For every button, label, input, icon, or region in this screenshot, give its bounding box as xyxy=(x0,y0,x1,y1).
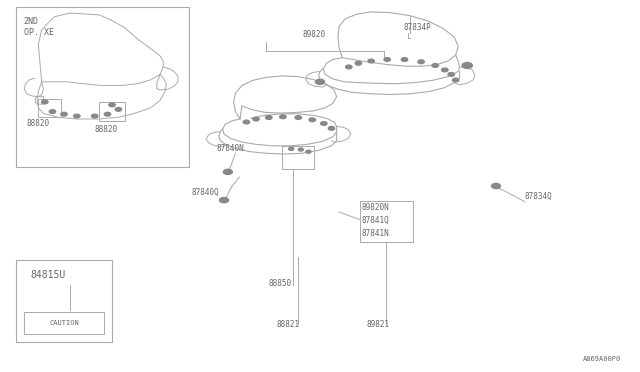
Circle shape xyxy=(448,73,454,76)
Circle shape xyxy=(401,58,408,61)
Text: 89820: 89820 xyxy=(302,30,325,39)
Circle shape xyxy=(452,78,459,82)
Circle shape xyxy=(316,79,324,84)
Circle shape xyxy=(42,100,48,104)
Circle shape xyxy=(442,68,448,72)
Circle shape xyxy=(462,62,472,68)
Circle shape xyxy=(355,61,362,65)
Text: 89820N: 89820N xyxy=(362,203,389,212)
Circle shape xyxy=(49,110,56,113)
Circle shape xyxy=(92,114,98,118)
Circle shape xyxy=(418,60,424,64)
Circle shape xyxy=(492,183,500,189)
Circle shape xyxy=(328,126,335,130)
Circle shape xyxy=(223,169,232,174)
Text: 2ND: 2ND xyxy=(24,17,38,26)
Text: 88820: 88820 xyxy=(95,125,118,134)
Text: OP. XE: OP. XE xyxy=(24,28,54,37)
Text: CAUTION: CAUTION xyxy=(49,320,79,326)
Text: 87840N: 87840N xyxy=(216,144,244,153)
Circle shape xyxy=(368,59,374,63)
Text: 88820: 88820 xyxy=(27,119,50,128)
Circle shape xyxy=(253,117,259,121)
Bar xyxy=(24,312,104,334)
Circle shape xyxy=(74,114,80,118)
Circle shape xyxy=(295,116,301,119)
Bar xyxy=(360,201,413,242)
Circle shape xyxy=(384,58,390,61)
Circle shape xyxy=(432,64,438,67)
Circle shape xyxy=(243,120,250,124)
Text: 87834Q: 87834Q xyxy=(525,192,552,201)
Circle shape xyxy=(346,65,352,69)
Text: 84815U: 84815U xyxy=(30,270,65,280)
Text: 87834P: 87834P xyxy=(403,23,431,32)
Circle shape xyxy=(61,112,67,116)
Circle shape xyxy=(109,103,115,107)
Circle shape xyxy=(289,147,294,150)
Circle shape xyxy=(220,198,228,203)
Text: 88850: 88850 xyxy=(269,279,292,288)
Circle shape xyxy=(266,116,272,119)
Text: 87841Q: 87841Q xyxy=(362,216,389,225)
Text: A869A00P0: A869A00P0 xyxy=(582,356,621,362)
Bar xyxy=(16,260,112,342)
Bar xyxy=(16,7,189,167)
Text: 87841N: 87841N xyxy=(362,229,389,238)
Circle shape xyxy=(321,122,327,125)
Text: 87840Q: 87840Q xyxy=(192,188,220,197)
Circle shape xyxy=(298,148,303,151)
Circle shape xyxy=(115,108,122,111)
Circle shape xyxy=(306,150,311,153)
Circle shape xyxy=(309,118,316,122)
Text: 89821: 89821 xyxy=(366,320,389,329)
Circle shape xyxy=(280,115,286,119)
Text: 88821: 88821 xyxy=(276,320,300,329)
Circle shape xyxy=(104,112,111,116)
